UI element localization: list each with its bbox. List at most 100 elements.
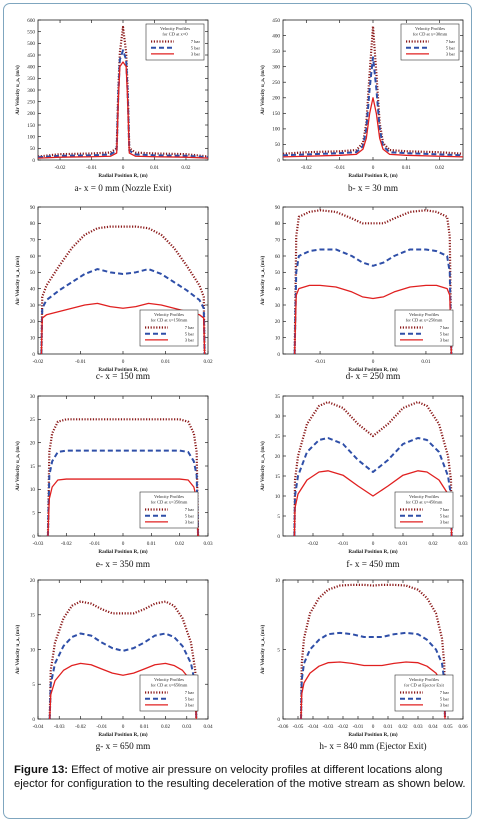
legend-entry: 5 bar <box>440 696 450 701</box>
y-tick-label: 5 <box>277 514 280 520</box>
y-tick-label: 550 <box>27 29 35 35</box>
y-tick-label: 10 <box>275 494 281 500</box>
x-tick-label: -0.04 <box>33 724 44 730</box>
subplot-caption: c- x = 150 mm <box>96 371 150 381</box>
x-tick-label: 0.03 <box>203 541 212 547</box>
x-axis-label: Radial Position R, (m) <box>348 366 398 373</box>
y-tick-label: 80 <box>30 221 36 227</box>
y-tick-label: 400 <box>272 33 280 39</box>
x-tick-label: -0.02 <box>33 359 44 365</box>
legend-title: Velocity Profiles <box>154 677 184 682</box>
legend-entry: 3 bar <box>191 52 201 57</box>
x-tick-label: -0.02 <box>301 165 312 171</box>
x-tick-label: -0.06 <box>278 724 289 730</box>
y-tick-label: 30 <box>275 414 281 420</box>
series-line-5-bar <box>282 56 464 157</box>
y-tick-label: 80 <box>275 221 281 227</box>
series-line-7-bar <box>48 600 198 720</box>
x-tick-label: 0.01 <box>161 359 170 365</box>
y-tick-label: 500 <box>27 41 35 47</box>
y-tick-label: 100 <box>272 127 280 133</box>
chart-7: -0.06 -0.05 -0.04 -0.03 -0.02 -0.01 0 0.01 0.02 0… <box>259 578 468 751</box>
y-tick-label: 400 <box>27 64 35 70</box>
x-tick-label: 0.02 <box>161 724 170 730</box>
chart-6: -0.04 -0.03 -0.02 -0.01 0 0.01 0.02 0.03 0.04 0 5 1… <box>14 578 213 751</box>
legend-title: Velocity Profiles <box>160 26 190 31</box>
y-tick-label: 450 <box>272 18 280 24</box>
x-tick-label: -0.03 <box>54 724 65 730</box>
y-tick-label: 50 <box>275 142 281 148</box>
subplot-caption: f- x = 450 mm <box>346 559 399 569</box>
legend-box <box>400 23 460 61</box>
legend-entry: 3 bar <box>185 338 195 343</box>
y-tick-label: 600 <box>27 18 35 24</box>
y-tick-label: 10 <box>275 578 281 584</box>
y-tick-label: 200 <box>272 96 280 102</box>
x-tick-label: -0.01 <box>75 359 86 365</box>
legend-title: for CD at x=30mm <box>413 31 448 36</box>
y-tick-label: 25 <box>30 417 36 423</box>
y-tick-label: 100 <box>27 134 35 140</box>
y-tick-label: 40 <box>30 286 36 292</box>
y-tick-label: 0 <box>277 717 280 723</box>
legend-title: for CD at x=350mm <box>151 499 188 504</box>
y-tick-label: 150 <box>272 111 280 117</box>
y-tick-label: 200 <box>27 111 35 117</box>
legend-entry: 5 bar <box>440 331 450 336</box>
x-tick-label: -0.01 <box>338 541 349 547</box>
x-tick-label: 0 <box>122 165 125 171</box>
x-tick-label: 0.02 <box>181 165 190 171</box>
y-tick-label: 10 <box>30 647 36 653</box>
x-axis-label: Radial Position R, (m) <box>98 366 148 373</box>
y-tick-label: 30 <box>30 303 36 309</box>
subplot-caption: h- x = 840 mm (Ejector Exit) <box>319 741 426 751</box>
y-tick-label: 5 <box>277 647 280 653</box>
y-tick-label: 25 <box>275 434 281 440</box>
figure-caption: Figure 13: Effect of motive air pressure… <box>14 763 466 791</box>
y-tick-label: 30 <box>30 394 36 400</box>
y-tick-label: 20 <box>30 578 36 584</box>
y-axis-label: Air Velocity u_a, (m/s) <box>259 256 266 306</box>
y-tick-label: 40 <box>275 286 281 292</box>
x-tick-label: -0.02 <box>308 541 319 547</box>
series-line-3-bar <box>293 470 453 537</box>
x-tick-label: -0.01 <box>96 724 107 730</box>
y-tick-label: 0 <box>32 534 35 540</box>
y-tick-label: 60 <box>275 254 281 260</box>
legend-entry: 7 bar <box>191 39 201 44</box>
y-tick-label: 70 <box>275 237 281 243</box>
x-tick-label: -0.01 <box>353 724 364 730</box>
y-tick-label: 20 <box>30 319 36 325</box>
x-tick-label: -0.03 <box>323 724 334 730</box>
y-tick-label: 350 <box>272 49 280 55</box>
y-tick-label: 10 <box>275 335 281 341</box>
y-tick-label: 300 <box>272 64 280 70</box>
legend-title: for CD at Ejector Exit <box>404 682 444 687</box>
legend-entry: 5 bar <box>446 45 456 50</box>
series-line-7-bar <box>40 225 206 355</box>
chart-2: -0.02 -0.01 0 0.01 0.02 0 10 20 30 40 50 60 70 80 90 Ra… <box>14 205 213 381</box>
legend-entry: 7 bar <box>440 325 450 330</box>
legend-title: for CD at x=150mm <box>151 317 188 322</box>
x-tick-label: -0.02 <box>55 165 66 171</box>
y-tick-label: 90 <box>30 205 36 211</box>
x-tick-label: -0.02 <box>75 724 86 730</box>
x-tick-label: 0.01 <box>147 541 156 547</box>
x-tick-label: 0.01 <box>150 165 159 171</box>
series-line-3-bar <box>282 97 464 158</box>
legend-entry: 3 bar <box>440 520 450 525</box>
series-line-7-bar <box>37 25 209 158</box>
y-tick-label: 0 <box>277 158 280 164</box>
series-line-3-bar <box>300 661 446 720</box>
x-tick-label: 0.01 <box>140 724 149 730</box>
y-tick-label: 90 <box>275 205 281 211</box>
x-tick-label: 0.01 <box>421 359 430 365</box>
y-tick-label: 150 <box>27 123 35 129</box>
series-line-3-bar <box>294 284 452 355</box>
x-tick-label: -0.02 <box>61 541 72 547</box>
y-axis-label: Air Velocity u_a, (m/s) <box>14 625 21 675</box>
